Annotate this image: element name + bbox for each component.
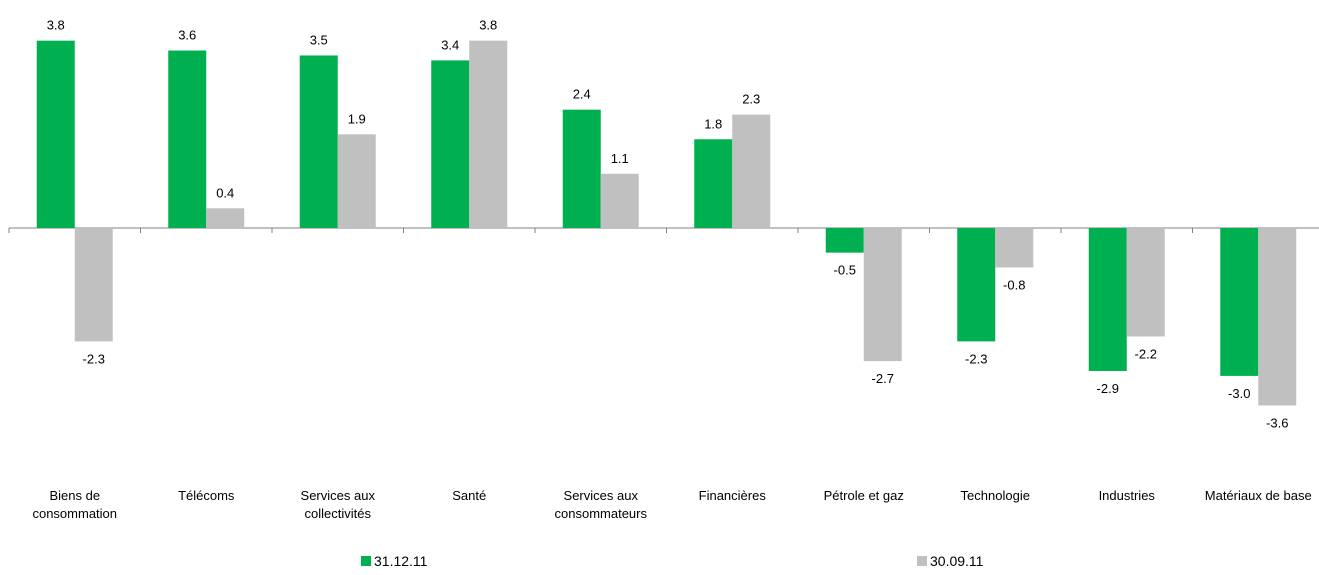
data-label-series-2: -2.7 <box>872 371 894 386</box>
data-label-series-1: -2.9 <box>1097 381 1119 396</box>
data-label-series-1: 3.5 <box>310 32 328 47</box>
bar-series-2 <box>206 208 245 228</box>
bar-series-2 <box>337 134 376 228</box>
category-label: Services aux collectivités <box>301 488 376 521</box>
data-label-series-1: 3.4 <box>441 37 459 52</box>
data-label-series-2: -2.3 <box>83 351 105 366</box>
bar-series-1 <box>694 139 733 228</box>
category-label-line: Industries <box>1099 488 1156 503</box>
data-label-series-1: 1.8 <box>704 116 722 131</box>
data-label-series-1: -0.5 <box>834 263 856 278</box>
bar-series-1 <box>1088 228 1127 371</box>
category-label-line: Pétrole et gaz <box>824 488 904 503</box>
bar-series-1 <box>36 40 75 228</box>
bar-series-2 <box>469 40 508 228</box>
category-label-line: Santé <box>452 488 486 503</box>
bar-series-1 <box>1220 228 1259 376</box>
category-label-line: collectivités <box>305 506 372 521</box>
data-label-series-2: -3.6 <box>1266 415 1288 430</box>
category-label-line: Services aux <box>564 488 639 503</box>
bar-series-2 <box>863 228 902 362</box>
data-label-series-1: -2.3 <box>965 351 987 366</box>
bar-series-2 <box>732 114 771 228</box>
data-label-series-1: -3.0 <box>1228 386 1250 401</box>
bar-series-1 <box>168 50 207 228</box>
legend-swatch-series-2 <box>917 556 927 566</box>
legend-item-series-2: 30.09.11 <box>917 553 983 569</box>
data-label-series-2: 3.8 <box>479 18 497 33</box>
bar-series-2 <box>1126 228 1165 337</box>
bar-series-1 <box>957 228 996 342</box>
bar-series-2 <box>1258 228 1297 406</box>
bar-series-2 <box>995 228 1034 268</box>
category-label-line: consommateurs <box>555 506 648 521</box>
data-label-series-2: 1.1 <box>611 151 629 166</box>
data-label-series-2: 2.3 <box>742 92 760 107</box>
category-label-line: Matériaux de base <box>1205 488 1312 503</box>
bar-series-1 <box>825 228 864 253</box>
category-label: Services aux consommateurs <box>555 488 648 521</box>
category-label: Matériaux de base <box>1205 488 1312 503</box>
bar-series-2 <box>74 228 113 342</box>
bar-series-1 <box>562 109 601 228</box>
category-label-line: Biens de <box>49 488 100 503</box>
data-label-series-2: 0.4 <box>216 185 234 200</box>
legend-label-series-2: 30.09.11 <box>930 553 984 569</box>
category-label: Technologie <box>961 488 1030 503</box>
category-label: Financières <box>699 488 767 503</box>
category-label: Santé <box>452 488 486 503</box>
category-label: Biens de consommation <box>32 488 117 521</box>
data-label-series-2: 1.9 <box>348 111 366 126</box>
data-label-series-1: 3.6 <box>178 28 196 43</box>
category-label-line: Financières <box>699 488 767 503</box>
data-label-series-1: 3.8 <box>47 18 65 33</box>
legend-swatch-series-1 <box>361 556 371 566</box>
bar-series-1 <box>431 60 470 228</box>
legend-label-series-1: 31.12.11 <box>374 553 428 569</box>
category-label-line: Services aux <box>301 488 376 503</box>
data-label-series-2: -0.8 <box>1003 277 1025 292</box>
data-label-series-2: -2.2 <box>1135 346 1157 361</box>
category-label-line: consommation <box>32 506 117 521</box>
category-label: Industries <box>1099 488 1156 503</box>
legend-item-series-1: 31.12.11 <box>361 553 427 569</box>
data-label-series-1: 2.4 <box>573 87 591 102</box>
category-label-line: Télécoms <box>178 488 235 503</box>
bar-series-2 <box>600 173 639 228</box>
category-label: Pétrole et gaz <box>824 488 904 503</box>
category-label: Télécoms <box>178 488 235 503</box>
bar-series-1 <box>299 55 338 229</box>
category-label-line: Technologie <box>961 488 1030 503</box>
